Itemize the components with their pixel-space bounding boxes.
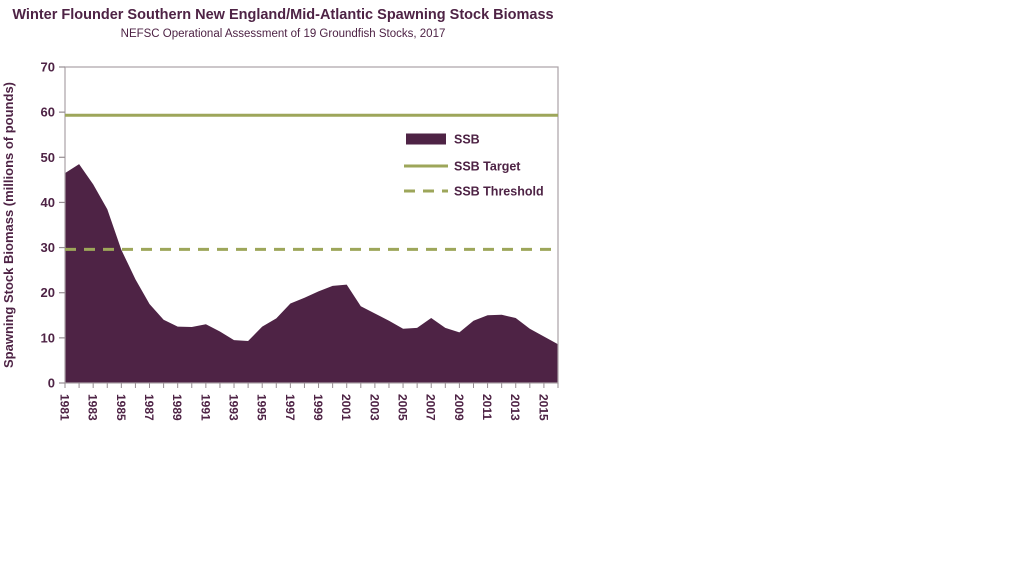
x-tick-label: 2009	[452, 394, 466, 421]
x-tick-label: 1997	[283, 394, 297, 421]
legend-label: SSB Target	[454, 160, 521, 174]
chart-figure: Winter Flounder Southern New England/Mid…	[0, 0, 566, 450]
x-tick-label: 2013	[508, 394, 522, 421]
x-tick-label: 1981	[58, 394, 72, 421]
x-tick-label: 1995	[255, 394, 269, 421]
x-tick-label: 1987	[142, 394, 156, 421]
x-tick-label: 1999	[311, 394, 325, 421]
y-tick-label: 70	[41, 60, 55, 75]
y-tick-label: 0	[48, 376, 55, 391]
y-tick-label: 20	[41, 285, 55, 300]
legend-ssb-swatch	[406, 133, 446, 145]
y-tick-label: 10	[41, 330, 55, 345]
legend-label: SSB Threshold	[454, 185, 544, 199]
x-tick-label: 2015	[536, 394, 550, 421]
plot-border	[64, 66, 559, 384]
y-tick-label: 50	[41, 150, 55, 165]
y-tick-label: 60	[41, 105, 55, 120]
y-tick-label: 30	[41, 240, 55, 255]
chart-subtitle: NEFSC Operational Assessment of 19 Groun…	[120, 28, 446, 40]
x-tick-label: 2007	[424, 394, 438, 421]
x-tick-label: 2001	[339, 394, 353, 421]
chart-canvas: 0 10 20 30 40 50 60 70 1981 1983 1985 1987 1989 1991 1…	[1, 60, 559, 421]
ssb-area	[65, 164, 558, 383]
x-tick-label: 1991	[198, 394, 212, 421]
x-tick-label: 1983	[86, 394, 100, 421]
x-tick-label: 1989	[170, 394, 184, 421]
legend-label: SSB	[454, 133, 480, 147]
x-tick-label: 1985	[114, 394, 128, 421]
x-tick-label: 2005	[396, 394, 410, 421]
y-axis-title: Spawning Stock Biomass (millions of poun…	[1, 82, 16, 368]
x-tick-label: 1993	[227, 394, 241, 421]
x-tick-label: 2011	[480, 394, 494, 420]
y-tick-label: 40	[41, 195, 55, 210]
x-tick-label: 2003	[367, 394, 381, 421]
chart-title: Winter Flounder Southern New England/Mid…	[12, 7, 554, 23]
